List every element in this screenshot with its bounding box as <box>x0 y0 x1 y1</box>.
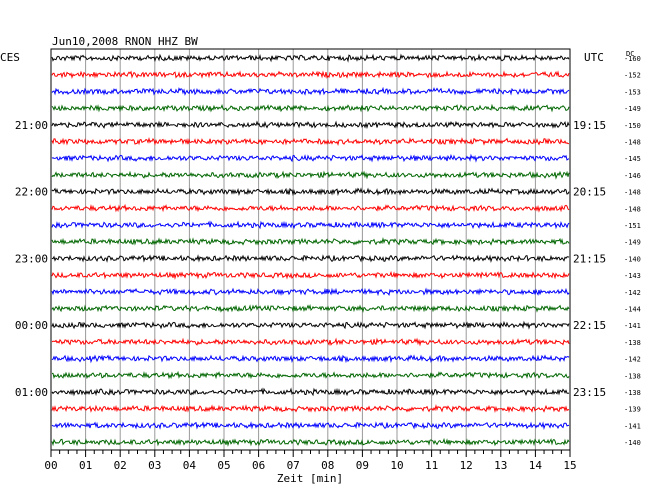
dc-offset-label: -146 <box>624 172 641 180</box>
x-tick-label: 12 <box>460 459 473 472</box>
seismic-trace <box>51 103 570 113</box>
x-tick-label: 00 <box>44 459 57 472</box>
dc-offset-label: -139 <box>624 406 641 414</box>
seismic-trace <box>51 287 570 297</box>
right-time-label: 22:15 <box>573 319 606 332</box>
dc-offset-label: -142 <box>624 356 641 364</box>
dc-offset-label: -160 <box>624 55 641 63</box>
x-tick-label: 08 <box>321 459 334 472</box>
dc-offset-label: -148 <box>624 205 641 213</box>
dc-offset-label: -143 <box>624 272 641 280</box>
seismic-trace <box>51 70 570 80</box>
x-tick-label: 01 <box>79 459 92 472</box>
seismic-trace <box>51 220 570 230</box>
x-tick-label: 14 <box>529 459 543 472</box>
dc-offset-label: -138 <box>624 389 641 397</box>
seismic-trace <box>51 421 570 430</box>
seismic-trace <box>51 320 570 330</box>
dc-offset-label: -142 <box>624 289 641 297</box>
seismic-trace <box>51 120 570 130</box>
dc-offset-label: -153 <box>624 88 641 96</box>
seismic-trace <box>51 187 570 197</box>
x-tick-label: 04 <box>183 459 197 472</box>
seismic-trace <box>51 203 570 213</box>
dc-offset-label: -138 <box>624 372 641 380</box>
right-time-label: 21:15 <box>573 252 606 265</box>
dc-offset-label: -141 <box>624 322 641 330</box>
x-tick-label: 11 <box>425 459 438 472</box>
seismic-trace <box>51 254 570 263</box>
x-tick-label: 13 <box>494 459 507 472</box>
x-tick-label: 03 <box>148 459 161 472</box>
right-time-label: 20:15 <box>573 186 606 199</box>
x-tick-label: 02 <box>114 459 127 472</box>
right-time-header: UTC <box>584 51 604 64</box>
seismic-trace <box>52 370 570 380</box>
dc-offset-label: -152 <box>624 72 641 80</box>
dc-offset-label: -148 <box>624 139 641 147</box>
left-time-label: 21:00 <box>15 119 48 132</box>
x-axis-label: Zeit [min] <box>277 472 343 485</box>
x-tick-label: 10 <box>390 459 403 472</box>
x-tick-label: 15 <box>563 459 576 472</box>
left-time-label: 01:00 <box>15 386 48 399</box>
left-time-label: 22:00 <box>15 186 48 199</box>
dc-offset-label: -149 <box>624 105 641 113</box>
seismic-trace <box>51 270 570 280</box>
dc-offset-label: -140 <box>624 255 641 263</box>
right-time-label: 23:15 <box>573 386 606 399</box>
dc-offset-label: -149 <box>624 239 641 247</box>
left-time-header: CES <box>0 51 20 64</box>
left-time-label: 23:00 <box>15 252 48 265</box>
dc-offset-label: -150 <box>624 122 641 130</box>
dc-header: DC <box>626 50 634 58</box>
seismic-trace <box>51 53 570 63</box>
dc-offset-label: -145 <box>624 155 641 163</box>
x-tick-label: 05 <box>217 459 230 472</box>
seismic-trace <box>51 136 569 146</box>
seismic-trace <box>51 236 570 247</box>
seismic-trace <box>51 86 570 96</box>
right-time-label: 19:15 <box>573 119 606 132</box>
dc-offset-label: -141 <box>624 422 641 430</box>
seismic-trace <box>51 153 570 163</box>
seismic-trace <box>51 303 570 314</box>
seismic-trace <box>51 403 570 414</box>
seismic-trace <box>51 337 570 347</box>
dc-offset-label: -148 <box>624 189 641 197</box>
x-tick-label: 06 <box>252 459 265 472</box>
x-tick-label: 09 <box>356 459 369 472</box>
x-tick-label: 07 <box>287 459 300 472</box>
seismic-trace <box>51 354 570 364</box>
chart-title: Jun10,2008 RNON HHZ BW <box>52 35 198 48</box>
seismic-trace <box>51 437 570 447</box>
dc-offset-label: -144 <box>624 306 641 314</box>
dc-offset-label: -151 <box>624 222 641 230</box>
dc-offset-label: -138 <box>624 339 641 347</box>
left-time-label: 00:00 <box>15 319 48 332</box>
seismic-trace <box>51 170 570 180</box>
seismic-trace <box>51 387 570 397</box>
dc-offset-label: -140 <box>624 439 641 447</box>
